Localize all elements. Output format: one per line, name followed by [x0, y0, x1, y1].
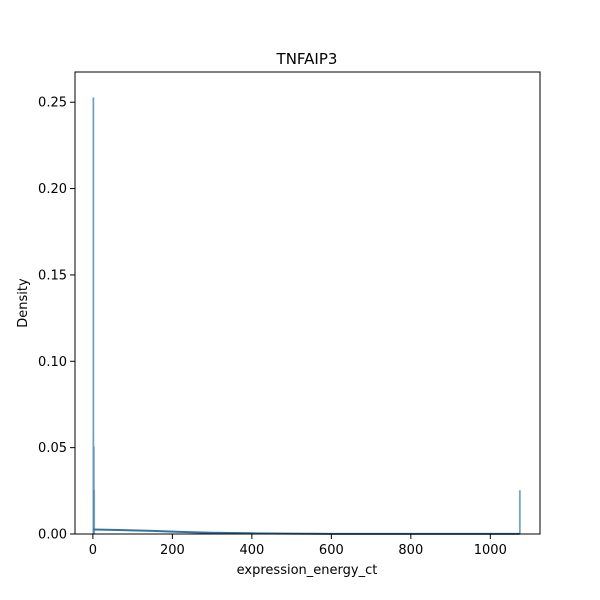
y-tick-label: 0.15 — [38, 268, 67, 283]
y-tick-label: 0.00 — [38, 528, 67, 543]
y-tick-label: 0.25 — [38, 96, 67, 111]
y-tick-label: 0.20 — [38, 182, 67, 197]
histogram-bars — [92, 97, 521, 535]
y-axis-title: Density — [16, 278, 31, 328]
y-axis-ticks: 0.00 0.05 0.10 0.15 0.20 0.25 — [38, 96, 75, 543]
x-tick-label: 800 — [398, 543, 423, 558]
y-tick-label: 0.10 — [38, 355, 67, 370]
histogram-bar-2 — [93, 490, 96, 535]
x-tick-label: 600 — [319, 543, 344, 558]
x-tick-label: 400 — [239, 543, 264, 558]
plot-area-frame — [74, 71, 541, 535]
x-axis-ticks: 0 200 400 600 800 1000 — [89, 534, 507, 558]
histogram-bar-3 — [518, 490, 521, 535]
x-tick-label: 0 — [89, 543, 97, 558]
chart-title: TNFAIP3 — [276, 50, 338, 68]
x-axis-title: expression_energy_ct — [237, 563, 378, 578]
x-tick-label: 200 — [160, 543, 185, 558]
y-tick-label: 0.05 — [38, 441, 67, 456]
x-tick-label: 1000 — [474, 543, 507, 558]
